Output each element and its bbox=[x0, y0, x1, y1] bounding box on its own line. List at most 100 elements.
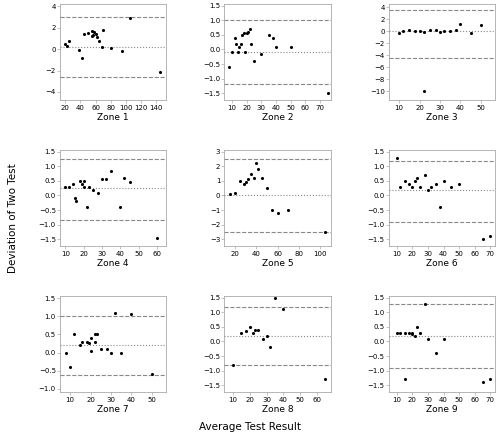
Point bbox=[128, 311, 136, 318]
Text: Average Test Result: Average Test Result bbox=[199, 422, 301, 432]
Point bbox=[65, 183, 73, 190]
Point bbox=[92, 331, 100, 338]
Point bbox=[107, 349, 115, 356]
Point bbox=[427, 183, 435, 190]
Point bbox=[90, 338, 98, 345]
Point bbox=[324, 90, 332, 97]
Point bbox=[413, 324, 421, 330]
Point bbox=[416, 28, 424, 35]
X-axis label: Zone 5: Zone 5 bbox=[262, 259, 294, 268]
Point bbox=[396, 183, 404, 190]
Point bbox=[247, 40, 255, 47]
Point bbox=[117, 349, 125, 356]
X-axis label: Zone 7: Zone 7 bbox=[97, 405, 129, 414]
Point bbox=[69, 181, 77, 187]
Point bbox=[408, 330, 416, 337]
Point bbox=[412, 332, 420, 339]
Point bbox=[412, 177, 420, 184]
Point bbox=[247, 170, 255, 177]
Point bbox=[82, 338, 90, 345]
Point bbox=[284, 207, 292, 214]
Point bbox=[440, 335, 448, 342]
Point bbox=[228, 49, 236, 56]
Point bbox=[448, 183, 456, 190]
Point bbox=[269, 34, 277, 41]
Point bbox=[80, 183, 88, 190]
Point bbox=[86, 183, 94, 190]
Point bbox=[93, 34, 101, 41]
Point bbox=[280, 306, 287, 313]
Point bbox=[424, 186, 432, 193]
Point bbox=[236, 177, 244, 184]
Point bbox=[405, 329, 413, 336]
Point bbox=[98, 44, 106, 51]
Point bbox=[98, 176, 106, 183]
Point bbox=[240, 30, 248, 37]
Point bbox=[249, 329, 257, 336]
Point bbox=[153, 234, 161, 241]
Point bbox=[88, 33, 96, 40]
Point bbox=[156, 68, 164, 75]
Point bbox=[274, 209, 281, 216]
Point bbox=[440, 27, 448, 34]
Point bbox=[486, 376, 494, 383]
Point bbox=[455, 181, 463, 187]
Point bbox=[259, 335, 267, 342]
Point bbox=[287, 43, 295, 50]
Point bbox=[322, 376, 330, 383]
Point bbox=[250, 174, 258, 181]
Point bbox=[78, 54, 86, 61]
Point bbox=[78, 338, 86, 345]
Point bbox=[262, 332, 270, 339]
Point bbox=[111, 309, 119, 316]
Point bbox=[250, 58, 258, 65]
Point bbox=[436, 204, 444, 211]
X-axis label: Zone 1: Zone 1 bbox=[97, 113, 129, 123]
Point bbox=[126, 179, 134, 186]
Point bbox=[118, 48, 126, 55]
Point bbox=[246, 26, 254, 33]
Point bbox=[408, 183, 416, 190]
Point bbox=[246, 324, 254, 330]
Point bbox=[396, 329, 404, 336]
Point bbox=[416, 329, 424, 336]
Point bbox=[66, 364, 74, 371]
Point bbox=[90, 29, 98, 36]
Point bbox=[264, 31, 272, 38]
Point bbox=[70, 331, 78, 338]
Point bbox=[392, 329, 400, 336]
Point bbox=[103, 345, 111, 352]
Point bbox=[65, 37, 73, 44]
Point bbox=[432, 350, 440, 357]
Point bbox=[236, 40, 244, 47]
Point bbox=[399, 28, 407, 35]
Point bbox=[232, 40, 240, 47]
Point bbox=[321, 228, 329, 235]
Point bbox=[424, 335, 432, 342]
X-axis label: Zone 2: Zone 2 bbox=[262, 113, 294, 123]
Point bbox=[97, 345, 105, 352]
Point bbox=[392, 154, 400, 161]
Point bbox=[254, 326, 262, 333]
Point bbox=[258, 174, 266, 181]
Point bbox=[420, 88, 428, 95]
Point bbox=[400, 177, 408, 184]
Point bbox=[242, 30, 250, 37]
Point bbox=[412, 27, 420, 34]
Point bbox=[452, 27, 460, 34]
Point bbox=[90, 32, 98, 39]
Point bbox=[251, 326, 259, 333]
Point bbox=[263, 185, 271, 192]
Point bbox=[234, 49, 241, 56]
Point bbox=[72, 198, 80, 205]
Point bbox=[92, 31, 100, 38]
Point bbox=[406, 27, 413, 34]
Point bbox=[421, 172, 429, 179]
Point bbox=[405, 181, 413, 187]
Point bbox=[90, 331, 98, 338]
X-axis label: Zone 8: Zone 8 bbox=[262, 405, 294, 414]
Point bbox=[107, 44, 115, 51]
X-axis label: Zone 3: Zone 3 bbox=[426, 113, 458, 123]
Point bbox=[84, 204, 92, 211]
Point bbox=[486, 233, 494, 240]
